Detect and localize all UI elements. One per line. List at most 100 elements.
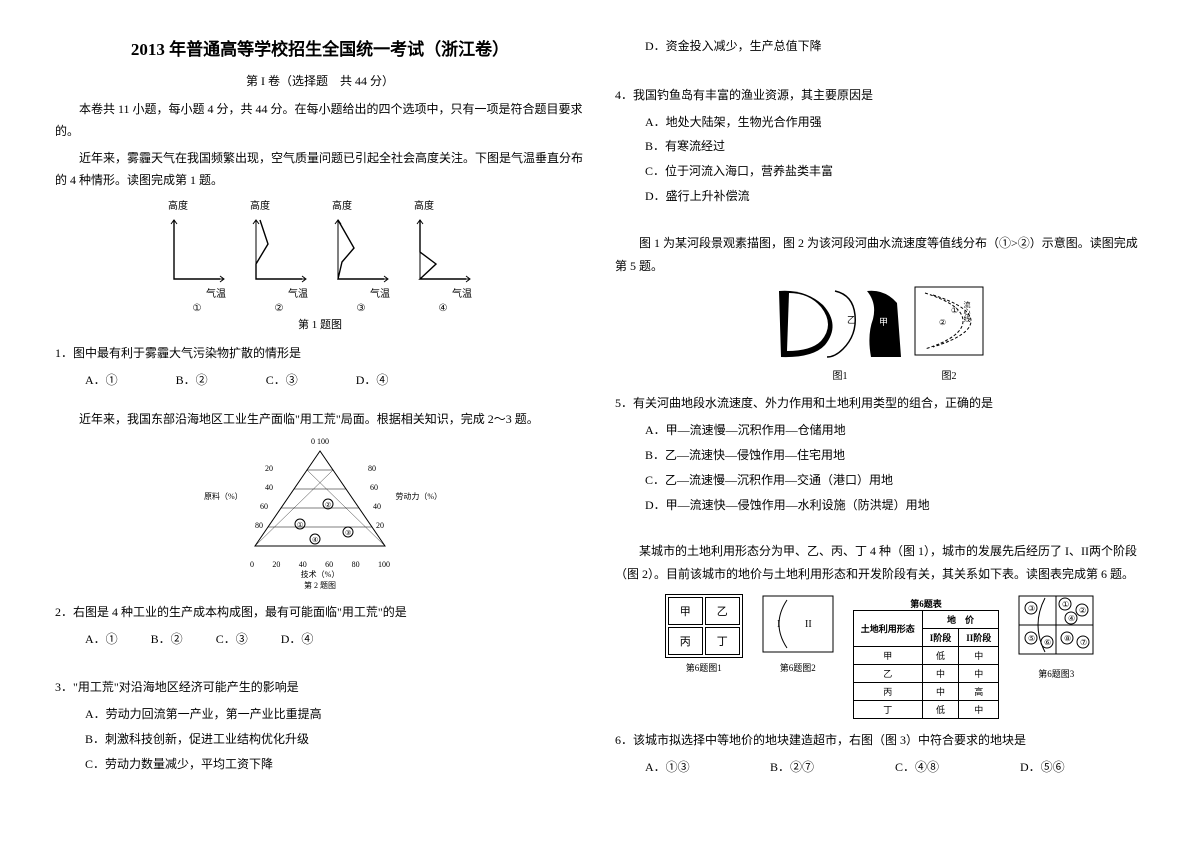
q6-fig3-caption: 第6题图3 xyxy=(1017,667,1095,680)
svg-text:80: 80 xyxy=(255,521,263,530)
graph-num-4: ④ xyxy=(414,303,472,314)
pt-sub-2: II阶段 xyxy=(959,628,999,646)
q6-grid3-svg: ③ ① ② ④ ⑤ ⑥ ⑧ ⑦ xyxy=(1017,594,1095,660)
q2-triangle-figure: 0 100 ① ② ③ ④ 2040 6080 8060 4020 原料（%） xyxy=(240,437,400,591)
svg-text:I: I xyxy=(777,619,780,630)
table-row: 丙中高 xyxy=(853,682,999,700)
svg-text:80: 80 xyxy=(368,464,376,473)
svg-text:40: 40 xyxy=(265,483,273,492)
svg-text:20: 20 xyxy=(376,521,384,530)
y-axis-label: 高度 xyxy=(168,197,226,212)
q1-opt-c: C．③ xyxy=(266,369,298,392)
q4-opt-d: D．盛行上升补偿流 xyxy=(615,185,1145,208)
cell-jia: 甲 xyxy=(668,597,703,625)
svg-text:甲: 甲 xyxy=(879,317,888,327)
svg-text:①: ① xyxy=(1062,600,1069,609)
q5-opt-a: A．甲—流速慢—沉积作用—仓储用地 xyxy=(615,419,1145,442)
tri-left-label: 原料（%） xyxy=(204,491,243,502)
q5-intro: 图 1 为某河段景观素描图，图 2 为该河段河曲水流速度等值线分布（①>②）示意… xyxy=(615,232,1145,278)
svg-text:③: ③ xyxy=(1028,604,1035,613)
svg-text:流心线: 流心线 xyxy=(963,301,971,323)
svg-text:60: 60 xyxy=(260,502,268,511)
svg-text:⑦: ⑦ xyxy=(1080,638,1087,647)
graph-3: 高度 气温 ③ xyxy=(332,197,390,314)
q1-figure-group: 高度 气温 ① 高度 气温 ② 高度 xyxy=(55,197,585,314)
table-row: 乙中中 xyxy=(853,664,999,682)
q5-fig2-caption: 图2 xyxy=(913,367,985,382)
svg-text:60: 60 xyxy=(370,483,378,492)
cell-yi: 乙 xyxy=(705,597,740,625)
y-axis-label: 高度 xyxy=(414,197,472,212)
q5-figure-1: 乙 甲 图1 xyxy=(775,285,905,382)
q1-opt-d: D．④ xyxy=(356,369,389,392)
graph-num-2: ② xyxy=(250,303,308,314)
q2-opt-c: C．③ xyxy=(216,628,248,651)
table-row: 甲低中 xyxy=(853,646,999,664)
q4-opt-c: C．位于河流入海口，营养盐类丰富 xyxy=(615,160,1145,183)
q6-figures: 甲乙 丙丁 第6题图1 I II 第6题图2 第6题表 土地利用形态 地 价 xyxy=(615,594,1145,719)
y-axis-label: 高度 xyxy=(332,197,390,212)
q6-opt-c: C．④⑧ xyxy=(895,756,1020,779)
graph-svg-2 xyxy=(250,214,308,284)
exam-title: 2013 年普通高等学校招生全国统一考试（浙江卷） xyxy=(55,35,585,60)
tri-top-labels: 0 100 xyxy=(240,437,400,446)
svg-text:⑤: ⑤ xyxy=(1028,634,1035,643)
q1-opt-a: A．① xyxy=(85,369,118,392)
svg-text:①: ① xyxy=(951,306,958,315)
table-row: 丁低中 xyxy=(853,700,999,718)
svg-text:⑥: ⑥ xyxy=(1044,638,1051,647)
q1-intro: 近年来，雾霾天气在我国频繁出现，空气质量问题已引起全社会高度关注。下图是气温垂直… xyxy=(55,148,585,191)
q6-stage-svg: I II xyxy=(761,594,835,654)
graph-1: 高度 气温 ① xyxy=(168,197,226,314)
q6-opt-a: A．①③ xyxy=(645,756,770,779)
q3-opt-b: B．刺激科技创新，促进工业结构优化升级 xyxy=(55,728,585,751)
svg-text:②: ② xyxy=(325,501,331,509)
tri-caption: 第 2 题图 xyxy=(240,580,400,591)
q1-options: A．① B．② C．③ D．④ xyxy=(55,369,585,392)
graph-svg-1 xyxy=(168,214,226,284)
cell-ding: 丁 xyxy=(705,627,740,655)
x-axis-label: 气温 xyxy=(168,285,226,300)
q2-options: A．① B．② C．③ D．④ xyxy=(55,628,585,651)
q1-figure-caption: 第 1 题图 xyxy=(55,316,585,332)
q5-opt-d: D．甲—流速快—侵蚀作用—水利设施（防洪堤）用地 xyxy=(615,494,1145,517)
pt-sub-1: I阶段 xyxy=(922,628,959,646)
q5-opt-c: C．乙—流速慢—沉积作用—交通（港口）用地 xyxy=(615,469,1145,492)
q6-price-table-block: 第6题表 土地利用形态 地 价 I阶段 II阶段 甲低中 乙中中 丙中高 丁低中 xyxy=(853,594,1000,719)
svg-text:④: ④ xyxy=(312,536,318,544)
q5-figures: 乙 甲 图1 ① ② 流心线 图2 xyxy=(615,285,1145,382)
y-axis-label: 高度 xyxy=(250,197,308,212)
instructions: 本卷共 11 小题，每小题 4 分，共 44 分。在每小题给出的四个选项中，只有… xyxy=(55,99,585,142)
svg-text:②: ② xyxy=(1079,606,1086,615)
exam-subtitle: 第 I 卷（选择题 共 44 分） xyxy=(55,72,585,89)
q3-opt-d: D．资金投入减少，生产总值下降 xyxy=(615,35,1145,58)
q6-price-table: 土地利用形态 地 价 I阶段 II阶段 甲低中 乙中中 丙中高 丁低中 xyxy=(853,610,1000,719)
q6-options: A．①③ B．②⑦ C．④⑧ D．⑤⑥ xyxy=(615,756,1145,779)
q1-opt-b: B．② xyxy=(176,369,208,392)
left-column: 2013 年普通高等学校招生全国统一考试（浙江卷） 第 I 卷（选择题 共 44… xyxy=(40,35,600,814)
q5-stem: 5．有关河曲地段水流速度、外力作用和土地利用类型的组合，正确的是 xyxy=(615,392,1145,415)
x-axis-label: 气温 xyxy=(414,285,472,300)
svg-text:20: 20 xyxy=(265,464,273,473)
q5-opt-b: B．乙—流速快—侵蚀作用—住宅用地 xyxy=(615,444,1145,467)
graph-svg-4 xyxy=(414,214,472,284)
q6-figure-3: ③ ① ② ④ ⑤ ⑥ ⑧ ⑦ 第6题图3 xyxy=(1017,594,1095,680)
triangle-svg: ① ② ③ ④ 2040 6080 8060 4020 xyxy=(240,446,400,556)
svg-text:①: ① xyxy=(297,521,303,529)
river-sketch-svg: 乙 甲 xyxy=(775,285,905,360)
q6-opt-b: B．②⑦ xyxy=(770,756,895,779)
graph-svg-3 xyxy=(332,214,390,284)
q6-fig2-caption: 第6题图2 xyxy=(761,661,835,674)
q6-figure-1: 甲乙 丙丁 第6题图1 xyxy=(665,594,743,674)
q6-stem: 6．该城市拟选择中等地价的地块建造超市，右图（图 3）中符合要求的地块是 xyxy=(615,729,1145,752)
svg-text:⑧: ⑧ xyxy=(1064,634,1071,643)
tri-right-label: 劳动力（%） xyxy=(395,491,442,502)
q2-intro: 近年来，我国东部沿海地区工业生产面临"用工荒"局面。根据相关知识，完成 2～3 … xyxy=(55,408,585,431)
svg-text:II: II xyxy=(805,619,812,630)
cell-bing: 丙 xyxy=(668,627,703,655)
graph-num-3: ③ xyxy=(332,303,390,314)
q4-opt-b: B．有寒流经过 xyxy=(615,135,1145,158)
x-axis-label: 气温 xyxy=(250,285,308,300)
svg-text:②: ② xyxy=(939,318,946,327)
svg-text:乙: 乙 xyxy=(847,315,856,325)
